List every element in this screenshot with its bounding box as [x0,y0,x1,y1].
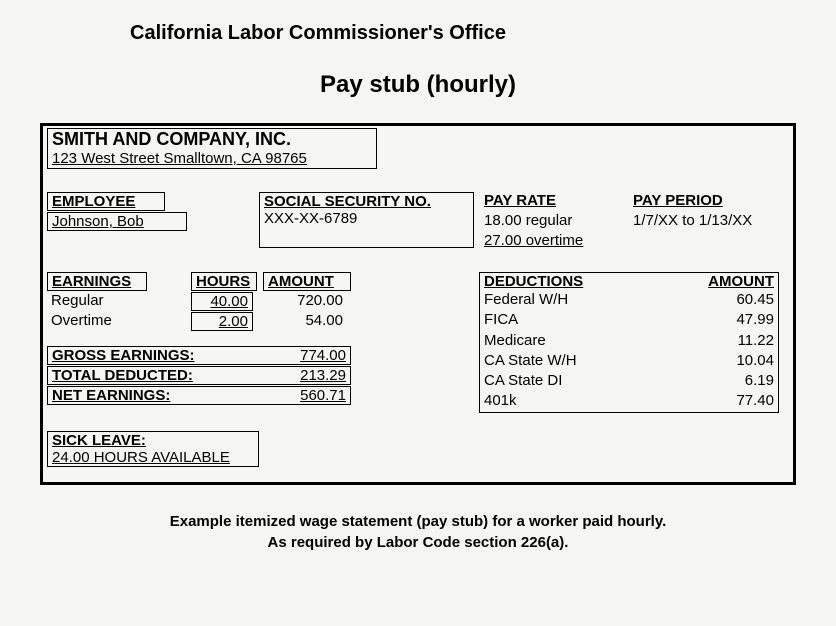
deductions-amount-header: AMOUNT [708,273,774,290]
ssn-label: SOCIAL SECURITY NO. [264,193,469,210]
deducted-value: 213.29 [300,367,346,384]
deduction-row: CA State W/H 10.04 [484,351,774,371]
payperiod-label: PAY PERIOD [633,192,723,209]
footer-line2: As required by Labor Code section 226(a)… [0,532,836,553]
employee-label: EMPLOYEE [47,192,165,211]
deduction-amount: 11.22 [738,331,774,351]
earnings-row-amount: 54.00 [263,312,347,329]
paystub-container: SMITH AND COMPANY, INC. 123 West Street … [40,123,796,485]
deductions-block: DEDUCTIONS AMOUNT Federal W/H 60.45 FICA… [479,272,779,413]
sick-leave-block: SICK LEAVE: 24.00 HOURS AVAILABLE [47,431,259,467]
gross-earnings-row: GROSS EARNINGS: 774.00 [47,346,351,365]
earnings-row-label: Regular [51,292,104,309]
company-address: 123 West Street Smalltown, CA 98765 [52,150,372,167]
deduction-label: CA State W/H [484,351,577,371]
earnings-amount-header: AMOUNT [263,272,351,291]
net-label: NET EARNINGS: [52,387,170,404]
deduction-row: 401k 77.40 [484,391,774,411]
payrate-label: PAY RATE [484,192,556,209]
sick-leave-value: 24.00 HOURS AVAILABLE [52,449,254,466]
net-value: 560.71 [300,387,346,404]
ssn-value: XXX-XX-6789 [264,210,469,227]
net-earnings-row: NET EARNINGS: 560.71 [47,386,351,405]
deduction-amount: 47.99 [736,310,774,330]
sick-leave-label: SICK LEAVE: [52,432,254,449]
deduction-label: Medicare [484,331,546,351]
gross-value: 774.00 [300,347,346,364]
deducted-label: TOTAL DEDUCTED: [52,367,193,384]
deduction-row: Medicare 11.22 [484,331,774,351]
payrate-regular: 18.00 regular [484,212,572,229]
deduction-row: FICA 47.99 [484,310,774,330]
earnings-row-hours: 40.00 [191,292,253,311]
deduction-amount: 60.45 [736,290,774,310]
office-heading: California Labor Commissioner's Office [0,0,836,45]
employee-name: Johnson, Bob [47,212,187,231]
payrate-overtime: 27.00 overtime [484,232,583,249]
deduction-row: CA State DI 6.19 [484,371,774,391]
earnings-row-hours: 2.00 [191,312,253,331]
gross-label: GROSS EARNINGS: [52,347,195,364]
deduction-label: 401k [484,391,517,411]
total-deducted-row: TOTAL DEDUCTED: 213.29 [47,366,351,385]
payperiod-value: 1/7/XX to 1/13/XX [633,212,752,229]
deduction-label: CA State DI [484,371,562,391]
earnings-header: EARNINGS [47,272,147,291]
deduction-row: Federal W/H 60.45 [484,290,774,310]
footer-line1: Example itemized wage statement (pay stu… [0,511,836,532]
deduction-label: FICA [484,310,518,330]
hours-header: HOURS [191,272,257,291]
deduction-amount: 10.04 [736,351,774,371]
company-block: SMITH AND COMPANY, INC. 123 West Street … [47,128,377,169]
deduction-amount: 77.40 [736,391,774,411]
ssn-block: SOCIAL SECURITY NO. XXX-XX-6789 [259,192,474,248]
deduction-label: Federal W/H [484,290,568,310]
document-title: Pay stub (hourly) [0,71,836,99]
deduction-amount: 6.19 [745,371,774,391]
earnings-row-label: Overtime [51,312,112,329]
earnings-row-amount: 720.00 [263,292,347,309]
footer-note: Example itemized wage statement (pay stu… [0,511,836,553]
company-name: SMITH AND COMPANY, INC. [52,129,372,150]
deductions-header: DEDUCTIONS [484,273,583,290]
